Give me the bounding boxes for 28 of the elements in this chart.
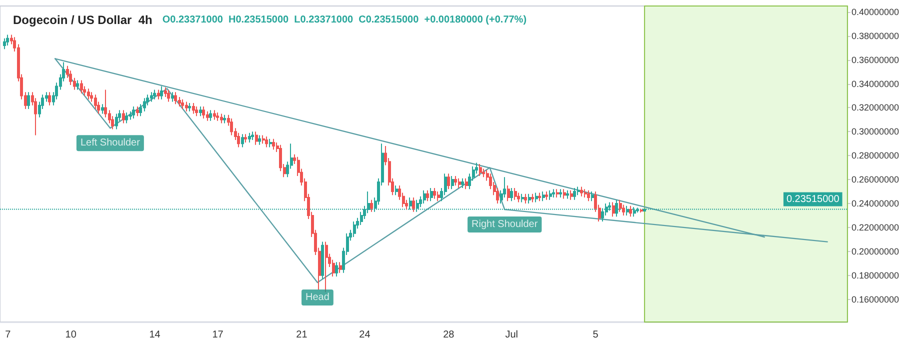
- x-tick-label: 17: [212, 330, 224, 340]
- annotation: Right Shoulder: [472, 218, 538, 230]
- x-tick-label: 10: [65, 330, 77, 340]
- annotation: Left Shoulder: [80, 138, 141, 149]
- y-tick-label: 0.36000000: [851, 54, 900, 65]
- text: Dogecoin / US Dollar 4h: [13, 13, 152, 27]
- y-tick-label: 0.34000000: [851, 78, 900, 89]
- y-tick-label: 0.28000000: [851, 150, 900, 161]
- y-tick-label: 0.40000000: [851, 6, 900, 17]
- text: O0.23371000 H0.23515000 L0.23371000 C0.23515000 +0.00180000 (+0.77%): [162, 14, 527, 26]
- y-tick-label: 0.24000000: [851, 198, 900, 208]
- y-tick-label: 0.20000000: [851, 246, 900, 256]
- y-tick-label: 0.26000000: [851, 174, 900, 185]
- x-tick-label: 21: [296, 330, 308, 340]
- x-tick-label: 7: [5, 330, 12, 340]
- x-tick-label: 28: [443, 330, 455, 340]
- y-tick-label: 0.30000000: [851, 126, 900, 137]
- y-tick-label: 0.22000000: [851, 222, 900, 232]
- x-tick-label: 5: [592, 330, 599, 340]
- x-tick-label: 14: [149, 330, 161, 340]
- x-tick-label: 24: [359, 330, 371, 340]
- y-tick-label: 0.18000000: [851, 270, 900, 280]
- y-tick-label: 0.38000000: [851, 30, 900, 41]
- annotation: Head: [306, 292, 330, 303]
- y-tick-label: 0.32000000: [851, 102, 900, 113]
- ref-line-label: 0.23515000: [786, 194, 840, 205]
- x-tick-label: Jul: [505, 330, 518, 340]
- y-tick-label: 0.16000000: [851, 294, 900, 304]
